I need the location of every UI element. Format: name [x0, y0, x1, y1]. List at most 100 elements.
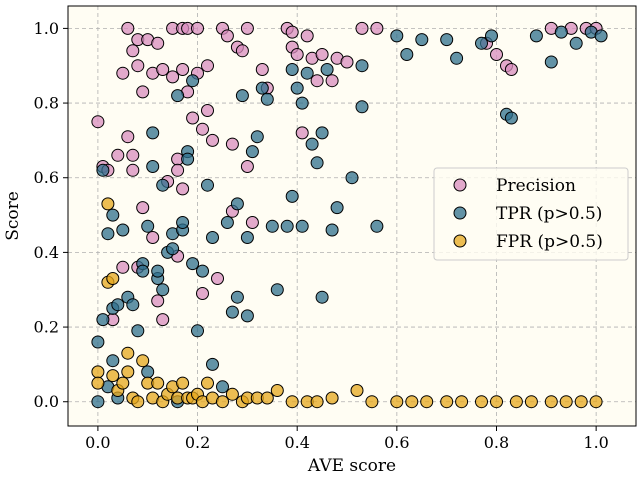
- point-precision: [156, 63, 170, 76]
- point-fpr: [390, 395, 404, 409]
- y-tick-label: 1.0: [34, 19, 59, 38]
- point-tpr: [475, 36, 488, 50]
- point-precision: [355, 21, 369, 35]
- point-precision: [186, 111, 200, 125]
- point-fpr: [131, 395, 145, 409]
- point-fpr: [440, 395, 454, 409]
- point-tpr: [240, 231, 254, 244]
- point-fpr: [509, 395, 523, 409]
- point-tpr: [280, 219, 294, 233]
- point-precision: [151, 36, 165, 50]
- point-precision: [121, 130, 135, 144]
- point-tpr: [156, 283, 170, 297]
- axis-ticks: 0.0 0.2 0.4 0.6 0.8 1.0 0.0 0.2 0.4 0.6 0.8 1.0: [34, 19, 609, 452]
- point-tpr: [325, 223, 339, 237]
- point-fpr: [136, 354, 150, 368]
- point-precision: [290, 48, 304, 61]
- point-precision: [126, 148, 140, 162]
- legend-label-fpr: FPR (p>0.5): [496, 232, 603, 252]
- point-tpr: [295, 96, 309, 110]
- point-tpr: [206, 231, 219, 244]
- point-tpr: [320, 63, 334, 76]
- point-tpr: [116, 223, 130, 237]
- point-precision: [166, 70, 180, 84]
- point-tpr: [295, 219, 309, 233]
- point-tpr: [400, 48, 414, 61]
- point-fpr: [101, 197, 115, 211]
- point-fpr: [420, 395, 434, 409]
- y-tick-label: 0.2: [34, 318, 59, 337]
- point-tpr: [191, 324, 204, 338]
- point-precision: [310, 74, 324, 88]
- point-fpr: [544, 395, 558, 409]
- point-tpr: [111, 298, 125, 312]
- point-tpr: [440, 33, 454, 47]
- point-tpr: [186, 74, 200, 88]
- point-tpr: [569, 36, 583, 50]
- point-fpr: [225, 387, 239, 401]
- point-precision: [315, 48, 329, 61]
- point-precision: [490, 48, 503, 61]
- point-precision: [340, 55, 354, 69]
- x-tick-label: 0.0: [85, 433, 110, 452]
- point-precision: [111, 148, 125, 162]
- point-tpr: [285, 189, 299, 203]
- point-fpr: [405, 395, 419, 409]
- legend-label-precision: Precision: [496, 176, 576, 196]
- point-precision: [91, 115, 105, 129]
- point-precision: [196, 122, 209, 136]
- point-fpr: [151, 376, 165, 390]
- point-tpr: [216, 380, 229, 394]
- point-tpr: [554, 25, 568, 39]
- point-tpr: [201, 178, 214, 192]
- point-fpr: [201, 376, 214, 390]
- point-tpr: [176, 216, 190, 229]
- point-precision: [211, 272, 224, 285]
- point-tpr: [544, 55, 558, 69]
- legend: Precision TPR (p>0.5) FPR (p>0.5): [433, 167, 629, 261]
- point-precision: [245, 216, 259, 229]
- point-tpr: [206, 357, 219, 371]
- y-tick-label: 0.0: [34, 392, 59, 411]
- point-tpr: [186, 257, 200, 271]
- point-tpr: [355, 100, 369, 114]
- point-precision: [176, 63, 190, 76]
- point-precision: [156, 313, 170, 327]
- point-precision: [325, 74, 339, 88]
- point-precision: [136, 85, 150, 99]
- point-precision: [116, 66, 130, 80]
- point-fpr: [490, 395, 503, 409]
- point-tpr: [146, 160, 160, 173]
- point-tpr: [141, 365, 155, 379]
- point-precision: [206, 133, 219, 147]
- point-fpr: [574, 395, 588, 409]
- point-tpr: [220, 216, 234, 229]
- legend-marker-fpr: [453, 234, 467, 248]
- legend-marker-precision: [453, 178, 467, 192]
- point-tpr: [230, 290, 244, 304]
- point-tpr: [310, 156, 324, 170]
- point-tpr: [594, 29, 608, 43]
- point-tpr: [91, 395, 105, 409]
- point-tpr: [260, 92, 274, 106]
- point-precision: [235, 44, 249, 58]
- point-precision: [191, 21, 204, 35]
- point-precision: [176, 182, 190, 196]
- point-precision: [201, 59, 214, 73]
- point-precision: [126, 163, 140, 177]
- point-tpr: [151, 264, 165, 278]
- point-tpr: [131, 324, 145, 338]
- point-tpr: [141, 219, 155, 233]
- point-precision: [300, 29, 314, 43]
- point-tpr: [529, 29, 543, 43]
- point-fpr: [91, 365, 105, 379]
- x-tick-label: 0.4: [284, 433, 309, 452]
- point-tpr: [485, 29, 498, 43]
- point-tpr: [415, 33, 429, 47]
- legend-label-tpr: TPR (p>0.5): [496, 204, 602, 224]
- point-tpr: [106, 354, 120, 368]
- point-fpr: [285, 395, 299, 409]
- point-tpr: [330, 201, 344, 215]
- point-tpr: [285, 63, 299, 76]
